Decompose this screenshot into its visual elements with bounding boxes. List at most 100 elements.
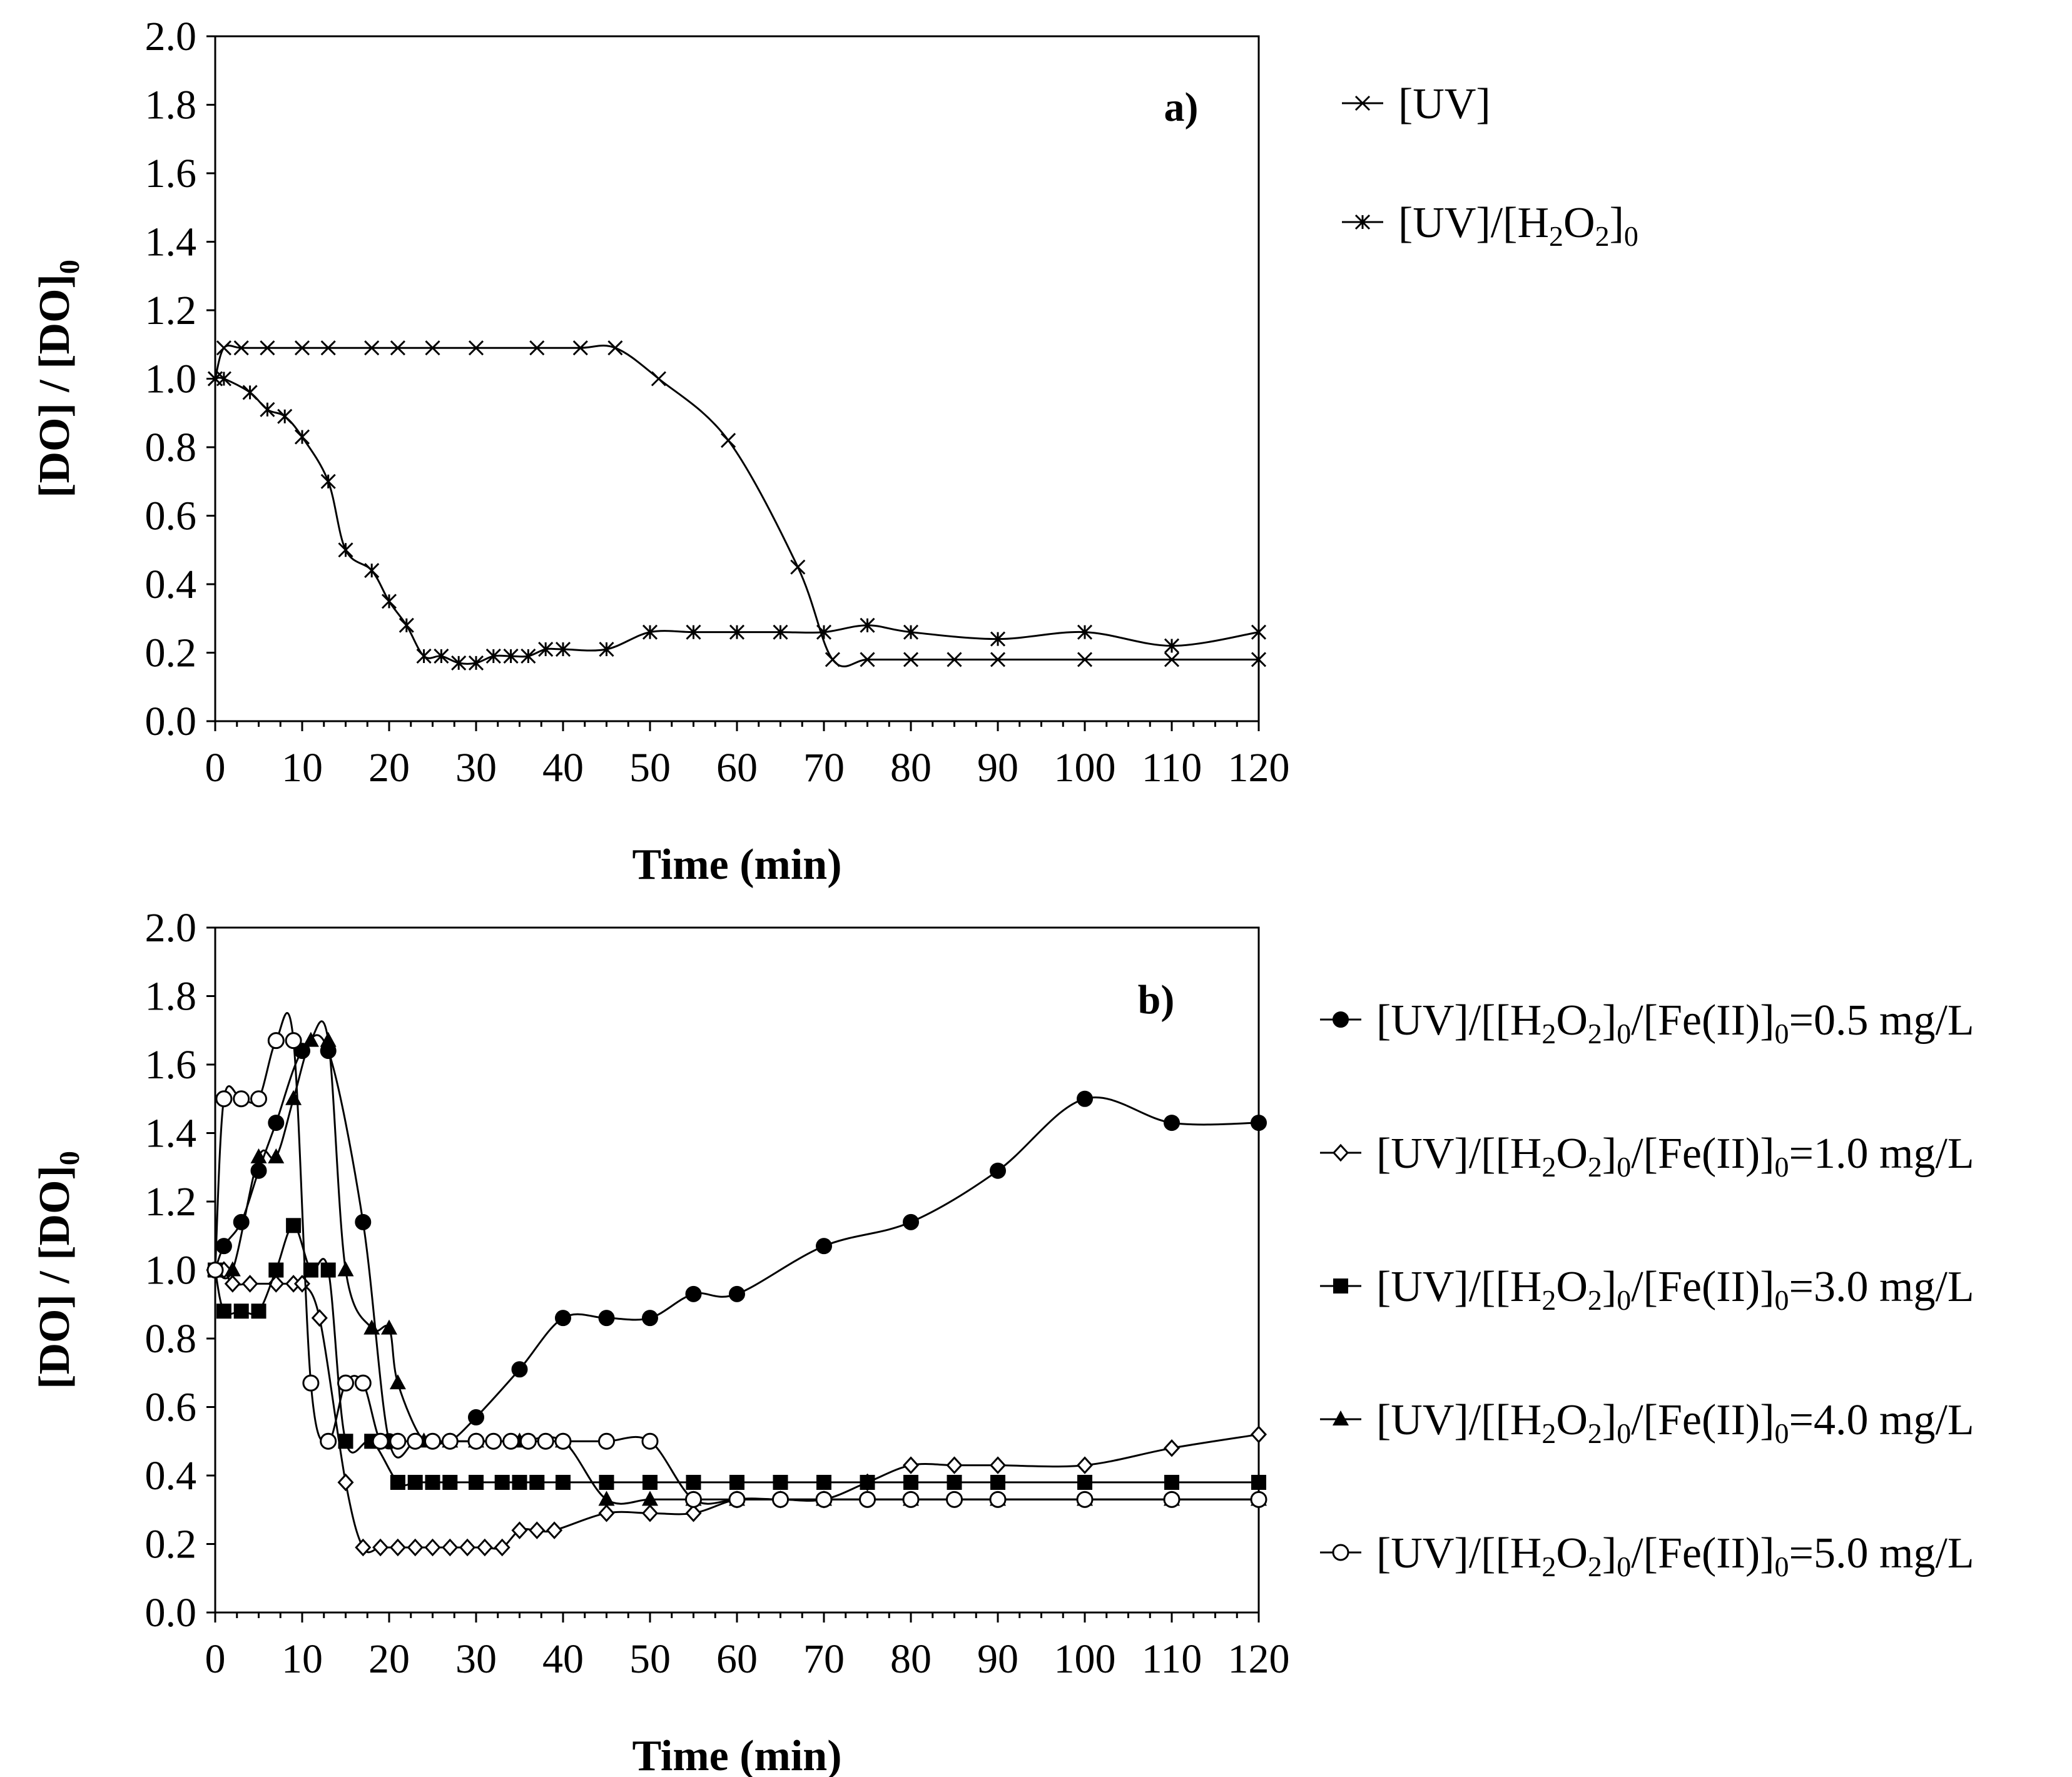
data-point xyxy=(206,1262,224,1278)
x-tick-label: 100 xyxy=(1054,1636,1116,1682)
data-point xyxy=(1077,1090,1093,1107)
data-point xyxy=(1251,624,1267,640)
legend-label-part-3: 2 xyxy=(1595,220,1610,252)
x-tick-label: 110 xyxy=(1142,745,1202,791)
data-point xyxy=(816,624,832,640)
data-point xyxy=(467,1432,485,1450)
series-3 xyxy=(207,1020,1267,1506)
data-point xyxy=(424,1432,441,1450)
data-point xyxy=(251,1304,267,1319)
data-point xyxy=(233,1304,249,1319)
x-tick-label: 30 xyxy=(455,745,497,791)
x-tick-label: 60 xyxy=(716,745,758,791)
legend-label-part-3: 2 xyxy=(1588,1417,1602,1449)
series-line xyxy=(215,377,1259,665)
data-point xyxy=(355,1213,372,1230)
data-point xyxy=(729,1285,745,1302)
legend-marker xyxy=(1354,95,1371,111)
data-point xyxy=(338,542,353,558)
data-point xyxy=(519,1432,537,1450)
legend-marker xyxy=(1332,1143,1349,1162)
data-point xyxy=(372,1432,389,1450)
data-point xyxy=(556,1474,571,1490)
series-line xyxy=(214,1224,1259,1487)
y-tick-label: 1.6 xyxy=(145,1042,197,1088)
legend-label-part-2: O xyxy=(1556,1529,1588,1577)
x-tick-label: 40 xyxy=(542,745,584,791)
data-point xyxy=(860,617,875,633)
data-point xyxy=(320,1262,336,1278)
x-axis-title: Time (min) xyxy=(632,841,841,889)
data-point xyxy=(337,1374,354,1392)
x-tick-label: 90 xyxy=(977,745,1018,791)
data-point xyxy=(233,1090,250,1108)
data-point xyxy=(302,1374,320,1392)
legend-label-part-1: 2 xyxy=(1541,1018,1556,1050)
y-axis-title-sub: 0 xyxy=(53,1151,85,1165)
panel-label: b) xyxy=(1138,977,1175,1023)
data-point xyxy=(451,655,467,671)
legend-label-part-0: [UV] xyxy=(1398,80,1491,128)
data-point xyxy=(1164,1474,1179,1490)
x-tick-label: 60 xyxy=(716,1636,758,1682)
series-0 xyxy=(207,340,1267,667)
legend-entry: [UV]/[[H2O2]0/[Fe(II)]0=0.5 mg/L xyxy=(1320,996,1974,1050)
data-point xyxy=(320,1031,337,1047)
legend-label-part-5: 0 xyxy=(1624,220,1638,252)
data-point xyxy=(1076,1456,1094,1474)
legend-label: [UV]/[[H2O2]0/[Fe(II)]0=3.0 mg/L xyxy=(1376,1263,1974,1316)
data-point xyxy=(607,340,623,356)
data-point xyxy=(903,1213,919,1230)
y-tick-label: 0.4 xyxy=(145,562,197,607)
data-point xyxy=(425,340,440,356)
data-point xyxy=(512,1474,527,1490)
data-point xyxy=(1077,652,1093,667)
legend-marker xyxy=(1332,1544,1349,1561)
data-point xyxy=(294,429,310,445)
data-point xyxy=(642,1310,658,1327)
data-point xyxy=(434,648,449,664)
x-tick-label: 90 xyxy=(977,1636,1018,1682)
data-point xyxy=(816,1474,831,1490)
legend-label-part-6: /[Fe(II)] xyxy=(1631,996,1774,1045)
data-point xyxy=(389,1538,406,1557)
legend-label-part-5: 0 xyxy=(1617,1551,1631,1582)
data-point xyxy=(721,432,736,448)
legend-label-part-4: ] xyxy=(1610,199,1624,247)
data-point xyxy=(320,340,336,356)
y-tick-label: 1.2 xyxy=(145,288,197,333)
data-point xyxy=(773,1474,788,1490)
legend-label-part-7: 0 xyxy=(1775,1284,1789,1316)
legend-label-part-0: [UV]/[[H xyxy=(1376,1529,1541,1577)
data-point xyxy=(511,1361,528,1378)
data-point xyxy=(642,1474,658,1490)
data-point xyxy=(425,1474,440,1490)
legend-label: [UV]/[H2O2]0 xyxy=(1398,199,1638,252)
y-tick-label: 1.4 xyxy=(145,1111,197,1157)
legend-entry: [UV]/[H2O2]0 xyxy=(1342,199,1638,252)
legend-label-part-1: 2 xyxy=(1541,1151,1556,1183)
legend-label-part-7: 0 xyxy=(1775,1417,1789,1449)
data-point xyxy=(286,1218,302,1233)
legend-entry: [UV] xyxy=(1342,80,1491,128)
data-point xyxy=(554,1432,572,1450)
data-point xyxy=(364,340,380,356)
x-tick-label: 20 xyxy=(368,745,410,791)
x-tick-label: 50 xyxy=(629,745,671,791)
data-point xyxy=(390,1474,405,1490)
data-point xyxy=(337,1473,354,1492)
legend-label-part-1: 2 xyxy=(1541,1284,1556,1316)
data-point xyxy=(285,1090,302,1105)
series-line xyxy=(214,1034,1259,1459)
x-tick-label: 70 xyxy=(803,745,845,791)
legend-label-part-3: 2 xyxy=(1588,1018,1602,1050)
data-point xyxy=(216,1304,231,1319)
y-tick-label: 2.0 xyxy=(145,905,197,951)
x-tick-label: 0 xyxy=(205,1636,226,1682)
legend-marker xyxy=(1354,214,1371,230)
y-tick-label: 0.8 xyxy=(145,1316,197,1362)
legend-label-part-6: /[Fe(II)] xyxy=(1631,1263,1774,1311)
data-point xyxy=(903,1474,918,1490)
y-axis-title-main: [DO] / [DO] xyxy=(31,1165,79,1389)
data-point xyxy=(947,652,962,667)
